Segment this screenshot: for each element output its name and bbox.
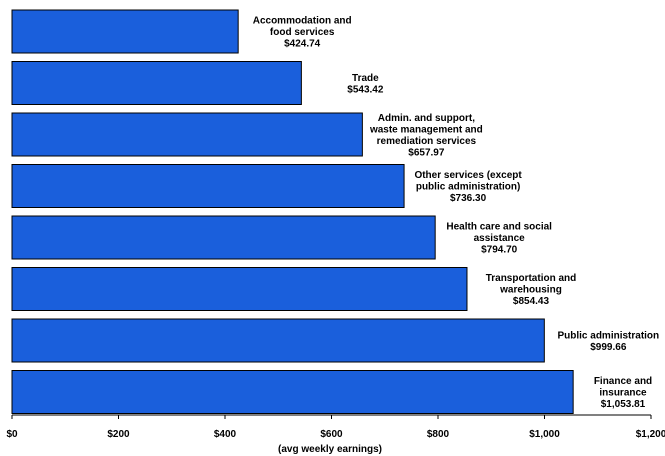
- bar-value-label: $1,053.81: [601, 399, 646, 410]
- bar-5: [11, 215, 436, 260]
- bar-category-label-line: Public administration: [557, 330, 659, 341]
- bar-labels-group: Accommodation and food services $424.74 Tra…: [253, 16, 659, 411]
- bar-7: [11, 318, 545, 363]
- x-tick-label: $200: [107, 429, 130, 440]
- bar-category-label-line: Accommodation and: [253, 16, 352, 27]
- bar-4: [11, 164, 405, 208]
- bar-label-1: Accommodation and food services $424.74: [253, 16, 352, 50]
- bar-value-label: $657.97: [408, 147, 445, 158]
- x-tick-label: $400: [214, 429, 237, 440]
- bar-value-label: $424.74: [284, 39, 321, 50]
- x-ticks-group: $0 $200 $400 $600 $800 $1,000 $1,200: [6, 415, 665, 440]
- x-axis-title: (avg weekly earnings): [278, 444, 382, 455]
- bar-label-2: Trade $543.42: [347, 73, 384, 96]
- bar-category-label-line: remediation services: [377, 136, 477, 147]
- bar-label-3: Admin. and support, waste management and r…: [369, 113, 483, 159]
- bar-category-label-line: Health care and social: [446, 222, 552, 233]
- x-tick-label: $0: [6, 429, 18, 440]
- bar-category-label-line: Other services (except: [414, 170, 522, 181]
- bar-category-label-line: insurance: [599, 388, 647, 399]
- bar-2: [11, 61, 302, 105]
- bar-value-label: $999.66: [590, 342, 627, 353]
- bar-category-label-line: food services: [270, 27, 335, 38]
- bars-group: [11, 9, 574, 414]
- bar-label-8: Finance and insurance $1,053.81: [594, 376, 652, 410]
- bar-category-label-line: Finance and: [594, 376, 652, 387]
- bar-8: [11, 370, 574, 414]
- bar-3: [11, 112, 363, 157]
- x-tick-label: $600: [320, 429, 343, 440]
- x-tick-label: $800: [427, 429, 450, 440]
- bar-6: [11, 267, 468, 311]
- x-tick-label: $1,200: [636, 429, 665, 440]
- bar-label-4: Other services (except public administrat…: [414, 170, 522, 204]
- bar-category-label-line: public administration): [416, 182, 520, 193]
- bar-category-label-line: Trade: [352, 73, 379, 84]
- bar-category-label-line: warehousing: [499, 285, 562, 296]
- bar-value-label: $854.43: [513, 296, 550, 307]
- bar-category-label-line: assistance: [474, 233, 526, 244]
- x-tick-label: $1,000: [529, 429, 560, 440]
- bar-category-label-line: waste management and: [369, 124, 483, 135]
- bar-label-6: Transportation and warehousing $854.43: [486, 273, 577, 307]
- bar-category-label-line: Admin. and support,: [378, 113, 475, 124]
- bar-category-label-line: Transportation and: [486, 273, 577, 284]
- bar-value-label: $543.42: [347, 84, 384, 95]
- bar-value-label: $794.70: [481, 245, 518, 256]
- bar-label-7: Public administration $999.66: [557, 330, 659, 353]
- bar-value-label: $736.30: [450, 193, 487, 204]
- bar-1: [11, 9, 239, 54]
- bar-label-5: Health care and social assistance $794.70: [446, 222, 552, 256]
